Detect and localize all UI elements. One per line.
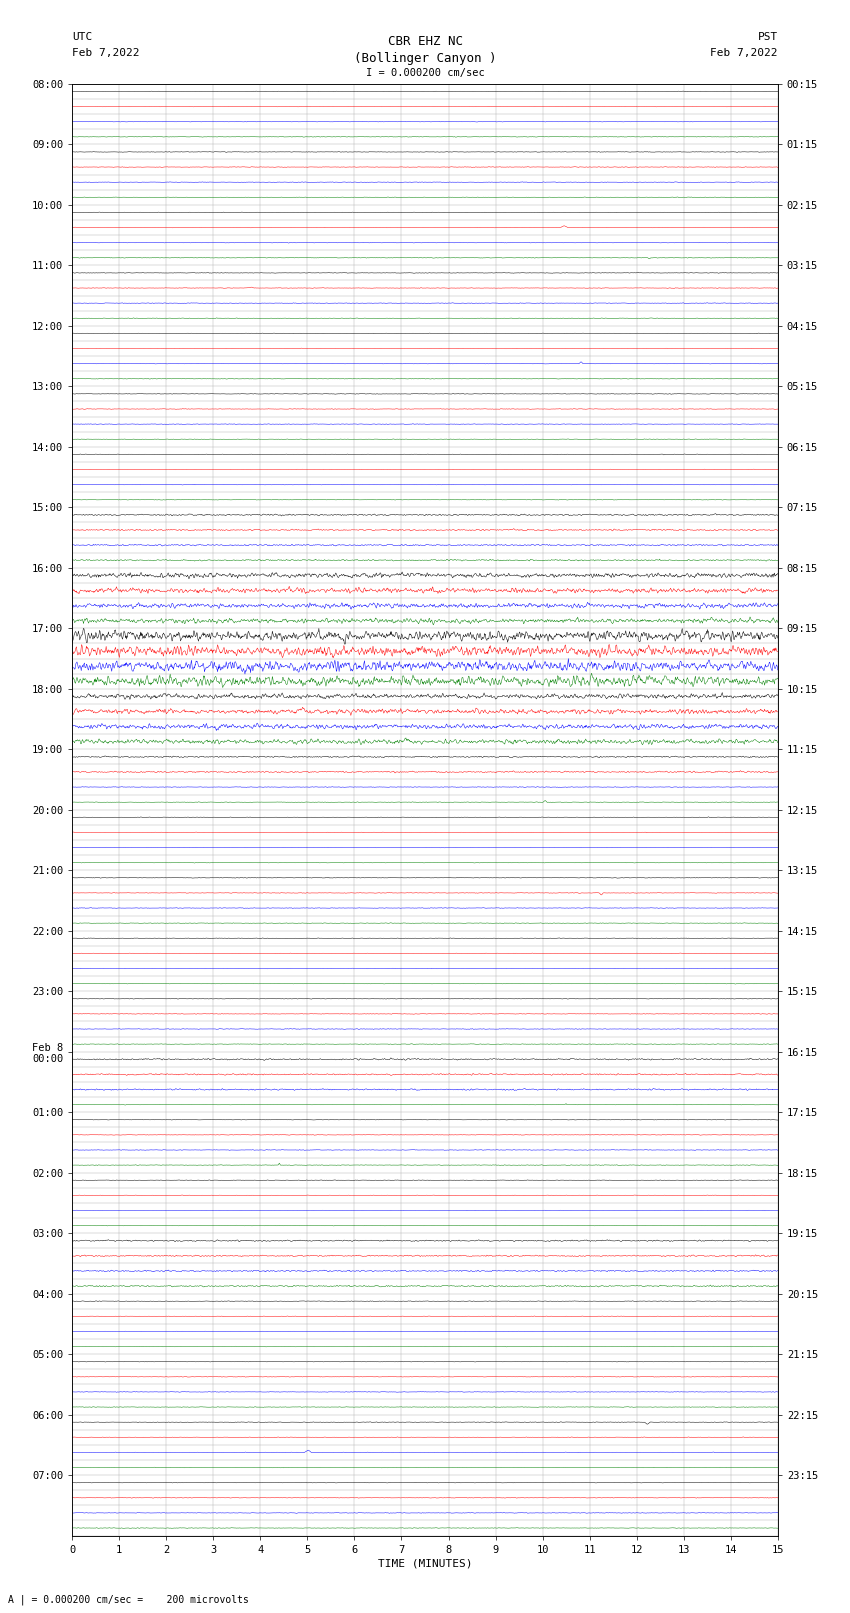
Text: UTC: UTC bbox=[72, 32, 93, 42]
Text: I = 0.000200 cm/sec: I = 0.000200 cm/sec bbox=[366, 68, 484, 77]
Text: A | = 0.000200 cm/sec =    200 microvolts: A | = 0.000200 cm/sec = 200 microvolts bbox=[8, 1594, 249, 1605]
Text: Feb 7,2022: Feb 7,2022 bbox=[72, 48, 139, 58]
X-axis label: TIME (MINUTES): TIME (MINUTES) bbox=[377, 1558, 473, 1569]
Text: CBR EHZ NC: CBR EHZ NC bbox=[388, 35, 462, 48]
Text: PST: PST bbox=[757, 32, 778, 42]
Text: (Bollinger Canyon ): (Bollinger Canyon ) bbox=[354, 52, 496, 65]
Text: Feb 7,2022: Feb 7,2022 bbox=[711, 48, 778, 58]
